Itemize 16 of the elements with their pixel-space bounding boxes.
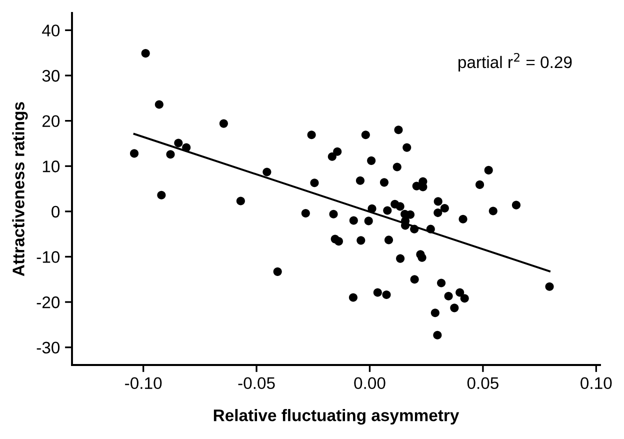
x-tick-label: 0.05 xyxy=(467,377,498,390)
y-axis-title: Attractiveness ratings xyxy=(12,102,28,276)
annotation: partial r$^{2}$ = 0.29 xyxy=(458,52,572,72)
y-tick-label: -20 xyxy=(36,296,60,308)
x-tick-label: -0.05 xyxy=(238,377,275,390)
y-tick-label: 30 xyxy=(42,70,60,82)
x-axis-title: Relative fluctuating asymmetry xyxy=(214,409,460,425)
y-tick-label: -10 xyxy=(36,251,60,263)
x-tick-label: 0.00 xyxy=(354,377,386,390)
y-tick-label: 0 xyxy=(52,206,60,218)
y-tick-label: 20 xyxy=(42,115,60,128)
x-tick-label: 0.10 xyxy=(580,377,612,390)
y-tick-label: 10 xyxy=(42,160,60,172)
y-tick-label: -30 xyxy=(36,342,60,354)
y-tick-label: 40 xyxy=(42,24,60,36)
x-tick-label: -0.10 xyxy=(125,377,162,390)
